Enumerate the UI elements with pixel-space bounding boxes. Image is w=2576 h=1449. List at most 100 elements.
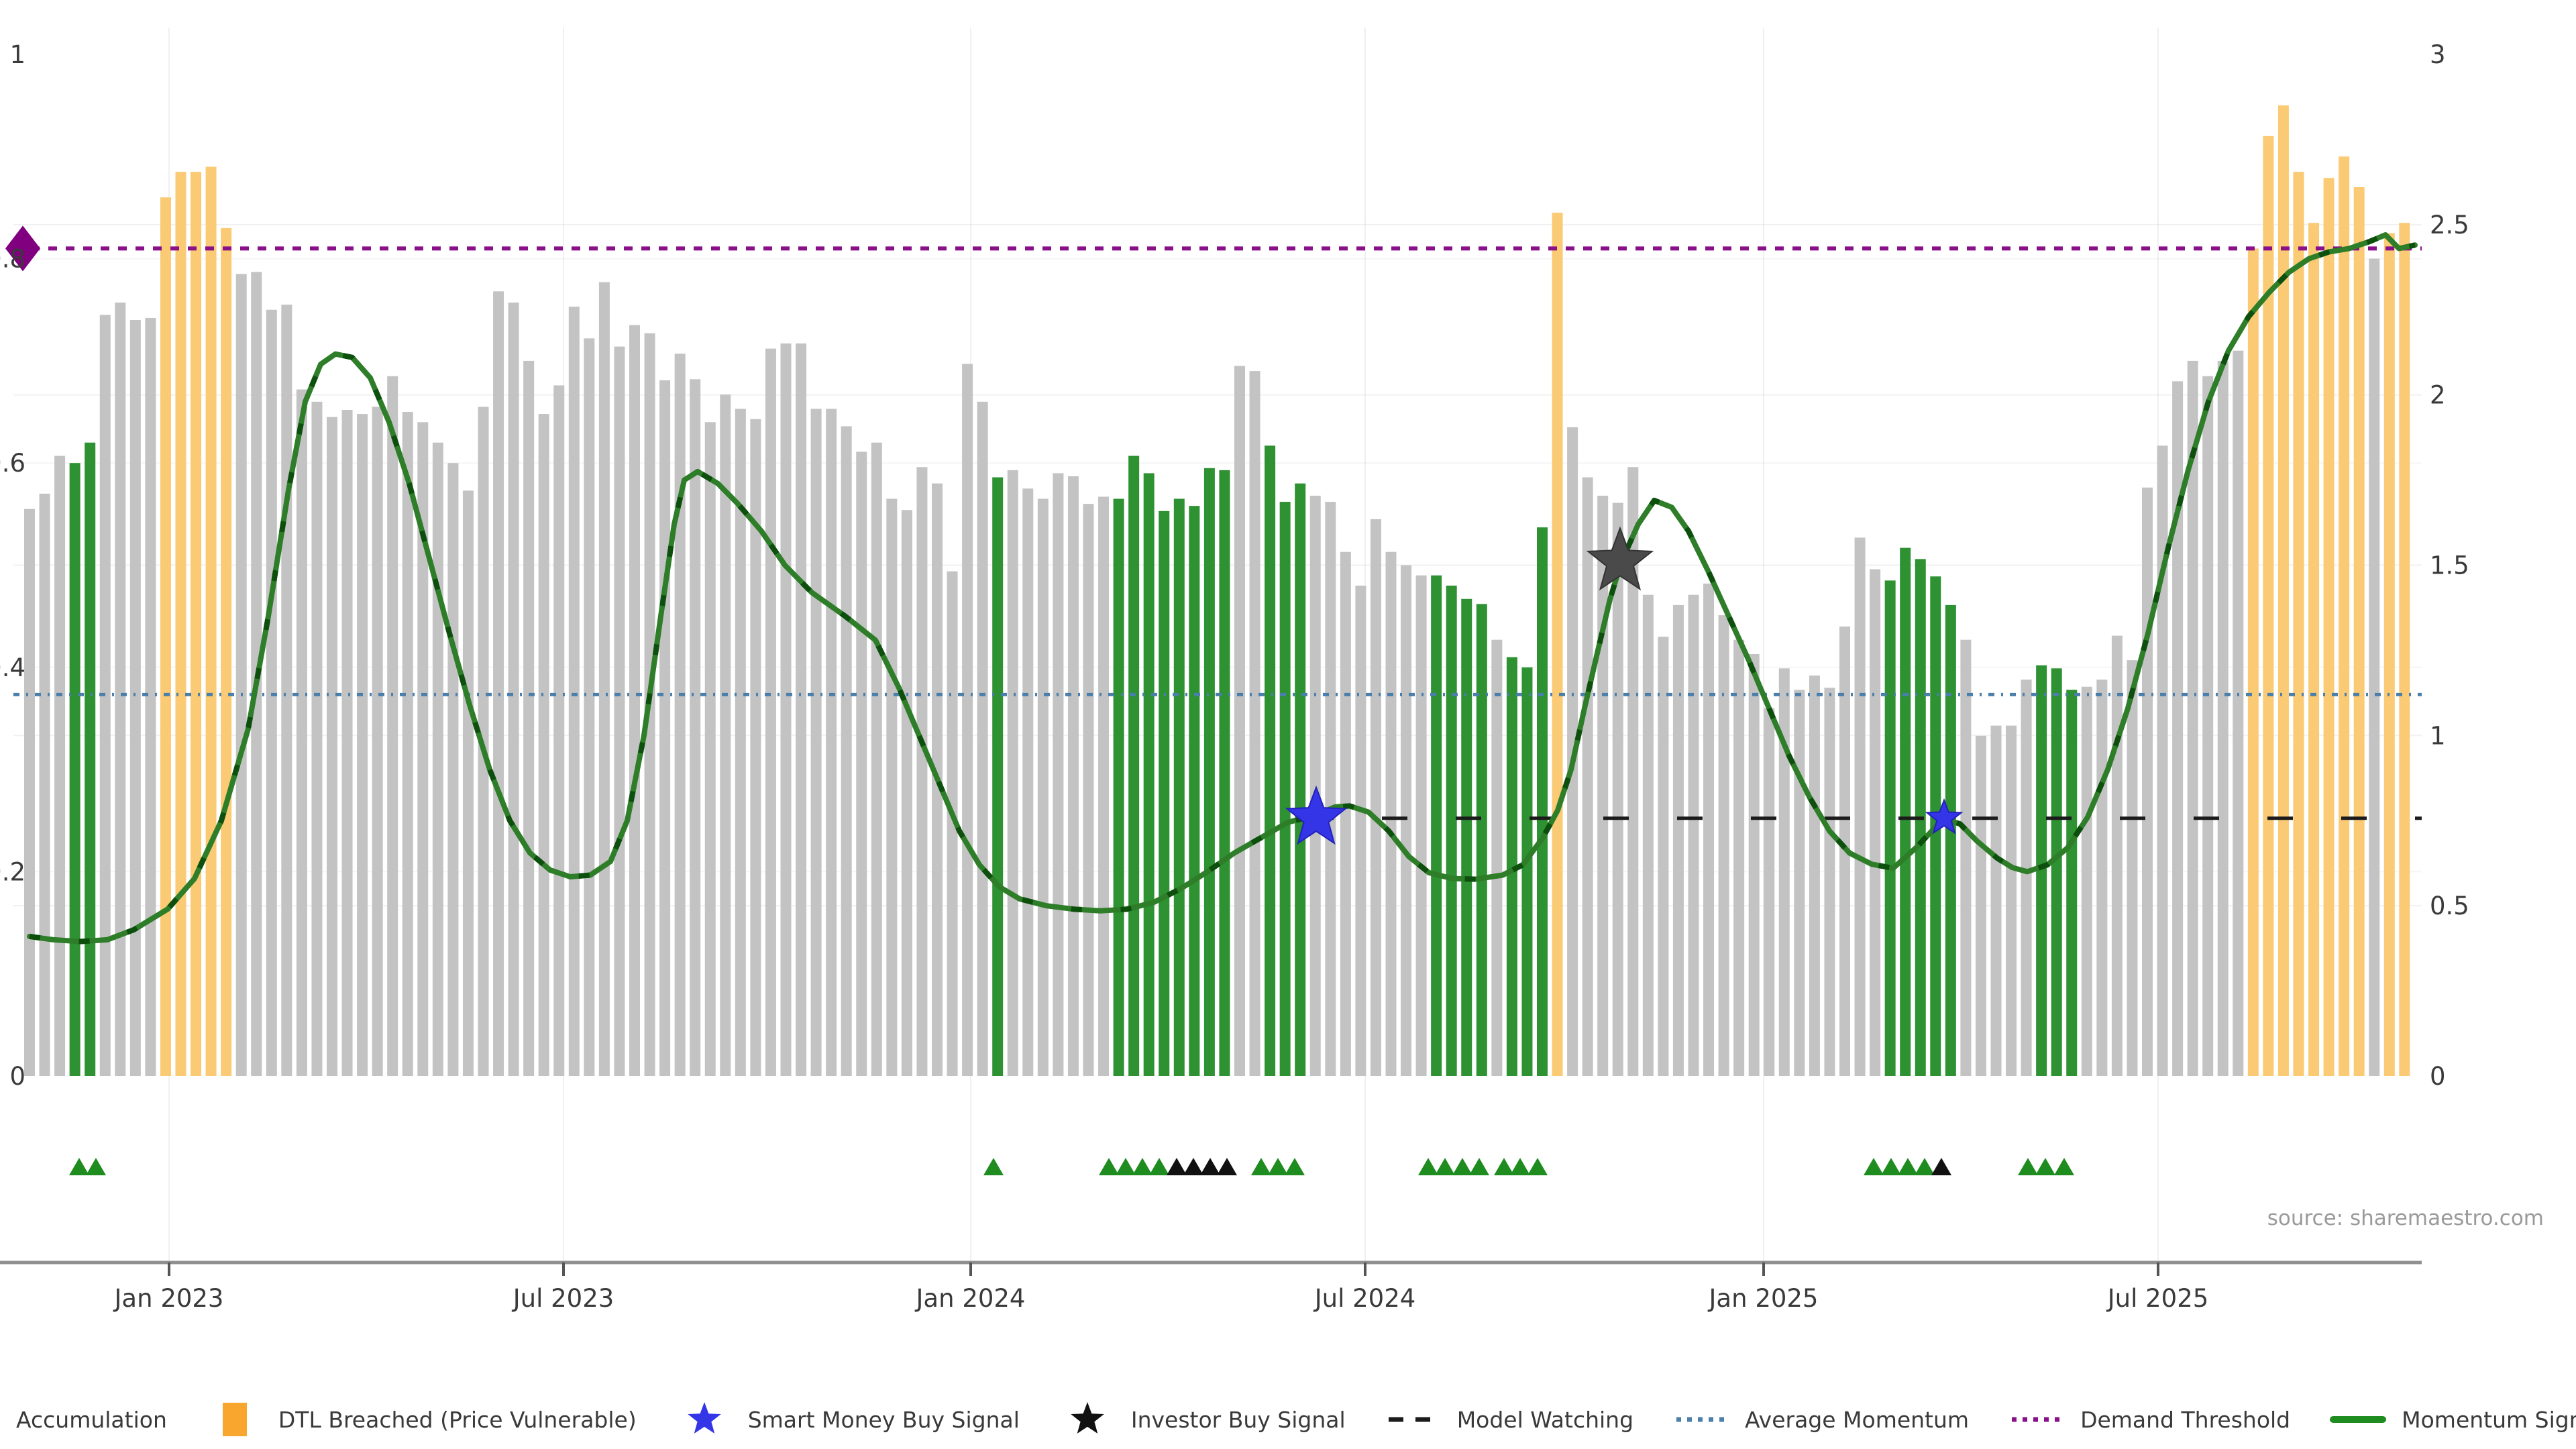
close-price-bar — [871, 442, 882, 1076]
accumulation-bar — [85, 442, 96, 1076]
dtl-breached-bar — [2353, 186, 2365, 1076]
y-left-tick-label: 0.8 — [0, 245, 25, 274]
close-price-bar — [2111, 635, 2123, 1076]
accumulation-triangle — [1494, 1158, 1514, 1175]
close-price-bar — [1794, 690, 1805, 1076]
close-price-bar — [54, 455, 66, 1076]
y-left-tick-label: 0.6 — [0, 449, 25, 478]
close-price-bar — [311, 401, 323, 1076]
dtl-breached-bar — [2399, 223, 2410, 1076]
close-price-bar — [841, 426, 852, 1076]
close-price-bar — [1340, 551, 1351, 1076]
legend-item-smart-money-buy-signal: Smart Money Buy Signal — [676, 1401, 1020, 1438]
close-price-bar — [24, 508, 35, 1076]
x-tick-label: Jan 2023 — [113, 1284, 224, 1313]
dtl-breached-bar — [2308, 223, 2320, 1076]
accumulation-triangle — [1285, 1158, 1305, 1175]
dtl-breached-bar — [2263, 136, 2274, 1077]
axes: Jan 2023 Jul 2023 Jan 2024 Jul 2024 Jan 2025… — [0, 40, 2469, 1313]
accumulation-triangle — [1251, 1158, 1271, 1175]
close-price-bar — [327, 417, 337, 1076]
close-price-bar — [826, 409, 837, 1076]
close-price-bar — [2081, 686, 2092, 1076]
dtl-breached-bar — [2383, 233, 2395, 1076]
close-price-bar — [1385, 551, 1397, 1076]
dtl-breached-bar — [2339, 156, 2350, 1076]
close-price-bar — [1582, 477, 1593, 1076]
close-price-bar — [2233, 350, 2244, 1077]
demand-threshold-diamond — [5, 225, 40, 272]
close-price-bar — [2157, 445, 2168, 1076]
accumulation-bar — [2066, 690, 2078, 1076]
close-price-bar — [1083, 504, 1094, 1076]
dtl-breached-bar — [1552, 213, 1563, 1077]
close-price-bar — [1627, 467, 1639, 1076]
accumulation-bar — [1159, 511, 1170, 1076]
close-price-bar — [765, 348, 776, 1076]
smart-money-buy-star — [1285, 785, 1348, 845]
y-right-tick-label: 2.5 — [2430, 211, 2469, 239]
accumulation-bar — [1295, 483, 1306, 1076]
legend-dots-icon — [2012, 1417, 2062, 1422]
accumulation-bar — [2051, 668, 2062, 1076]
close-price-bar — [1733, 639, 1745, 1076]
close-price-bar — [674, 354, 686, 1076]
accumulation-triangle — [1099, 1158, 1119, 1175]
accumulation-bar — [1945, 604, 1956, 1076]
close-price-bar — [977, 401, 988, 1076]
close-price-bar — [235, 274, 247, 1076]
legend-star-icon — [688, 1402, 721, 1434]
y-right-tick-label: 0.5 — [2430, 892, 2469, 920]
close-price-bar — [462, 490, 474, 1076]
close-price-bar — [629, 325, 640, 1077]
close-price-bar — [614, 346, 625, 1076]
close-price-bar — [1672, 604, 1684, 1076]
accumulation-triangle — [2018, 1158, 2038, 1175]
close-price-bar — [1778, 668, 1790, 1076]
x-tick-label: Jan 2024 — [915, 1284, 1026, 1313]
accumulation-triangle — [1898, 1158, 1918, 1175]
x-tick-label: Jan 2025 — [1708, 1284, 1819, 1313]
accumulation-triangle — [1864, 1158, 1884, 1175]
close-price-bar — [1249, 371, 1260, 1076]
investor-accumulation-triangle — [1200, 1158, 1220, 1175]
x-tick-label: Jul 2024 — [1313, 1284, 1416, 1313]
close-price-bar — [1067, 476, 1079, 1076]
close-price-bar — [810, 409, 822, 1076]
close-price-bar — [432, 442, 443, 1076]
accumulation-triangle — [1132, 1158, 1152, 1175]
accumulation-triangle — [1527, 1158, 1548, 1175]
accumulation-triangle — [69, 1158, 89, 1175]
dtl-breached-bar — [205, 166, 217, 1076]
close-price-bar — [296, 389, 307, 1076]
investor-accumulation-triangle — [1167, 1158, 1187, 1175]
accumulation-triangle — [983, 1158, 1004, 1175]
legend-item-investor-buy-signal: Investor Buy Signal — [1059, 1401, 1346, 1438]
close-price-bar — [1491, 639, 1503, 1076]
y-left-tick-label: 0.4 — [0, 653, 25, 682]
close-price-bar — [1401, 565, 1412, 1076]
close-price-bar — [1325, 502, 1336, 1076]
close-price-bar — [2217, 360, 2229, 1076]
legend-label: Smart Money Buy Signal — [747, 1406, 1020, 1433]
close-price-bar — [750, 419, 761, 1076]
accumulation-bar — [1431, 575, 1442, 1076]
close-price-bar — [145, 317, 156, 1077]
dtl-breached-bar — [191, 172, 202, 1076]
investor-buy-star — [1586, 526, 1654, 591]
close-price-bar — [266, 309, 277, 1076]
dtl-breached-bar — [221, 227, 232, 1076]
close-price-bar — [2172, 381, 2184, 1076]
dtl-breached-bar — [2247, 248, 2259, 1076]
close-price-bar — [553, 385, 565, 1076]
accumulation-bar — [1476, 604, 1487, 1076]
chart-legend: Close PriceAccumulationDTL Breached (Pri… — [0, 1401, 2576, 1438]
accumulation-bar — [1113, 498, 1124, 1076]
close-price-bar — [856, 451, 867, 1076]
close-price-bar — [1748, 654, 1760, 1076]
close-price-bar — [372, 407, 383, 1076]
close-price-bar — [886, 498, 898, 1076]
close-price-bar — [538, 414, 549, 1076]
